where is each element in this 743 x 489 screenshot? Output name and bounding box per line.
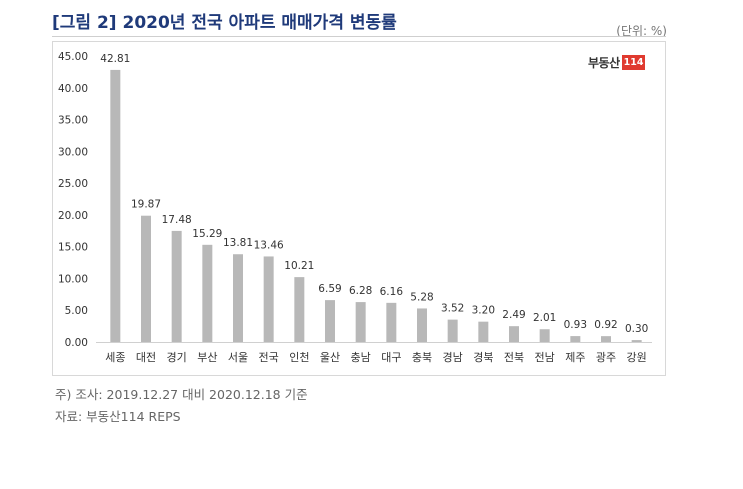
x-tick-label: 경기	[167, 351, 187, 364]
y-tick-label: 30.00	[58, 146, 88, 158]
data-label: 5.28	[410, 291, 433, 303]
data-label: 3.52	[441, 303, 464, 315]
data-label: 2.49	[502, 309, 525, 321]
data-label: 0.93	[564, 319, 587, 331]
x-tick-label: 광주	[596, 351, 616, 364]
data-label: 6.59	[318, 283, 341, 295]
bar-경남	[447, 319, 458, 342]
unit-label: (단위: %)	[616, 24, 667, 38]
y-tick-label: 10.00	[58, 273, 88, 285]
bar-경기	[171, 230, 182, 342]
brand-logo: 부동산 114	[588, 54, 646, 70]
footnote: 주) 조사: 2019.12.27 대비 2020.12.18 기준	[55, 387, 308, 402]
data-label: 42.81	[100, 53, 130, 65]
x-tick-label: 전북	[504, 351, 524, 364]
logo-name: 부동산	[588, 55, 620, 70]
bar-인천	[294, 277, 305, 342]
x-tick-label: 제주	[565, 351, 585, 364]
x-tick-label: 경남	[443, 351, 463, 364]
x-tick-label: 대구	[381, 351, 401, 364]
bar-부산	[202, 244, 213, 342]
data-label: 6.28	[349, 285, 372, 297]
data-label: 19.87	[131, 199, 161, 211]
bar-광주	[601, 336, 611, 342]
bar-울산	[325, 300, 335, 342]
y-tick-label: 25.00	[58, 178, 88, 190]
data-label: 3.20	[472, 305, 495, 317]
data-label: 0.92	[594, 319, 617, 331]
x-tick-label: 대전	[136, 351, 156, 364]
x-tick-label: 경북	[473, 351, 493, 364]
x-tick-label: 울산	[320, 351, 340, 364]
bar-전남	[539, 329, 550, 342]
logo-number: 114	[621, 54, 646, 70]
x-tick-label: 충남	[351, 351, 371, 364]
bar-대구	[386, 302, 397, 342]
x-tick-label: 부산	[197, 351, 217, 364]
bar-충남	[355, 302, 366, 342]
data-label: 13.46	[254, 239, 284, 251]
source-note: 자료: 부동산114 REPS	[55, 409, 181, 424]
x-tick-label: 강원	[627, 351, 647, 364]
bar-전국	[263, 256, 274, 342]
x-tick-label: 전국	[259, 351, 279, 364]
bar-제주	[570, 336, 581, 342]
title-divider	[52, 36, 666, 37]
data-label: 0.30	[625, 323, 648, 335]
y-tick-label: 35.00	[58, 115, 88, 127]
y-tick-label: 15.00	[58, 242, 88, 254]
bar-대전	[141, 215, 151, 342]
data-label: 6.16	[380, 286, 404, 298]
data-label: 17.48	[162, 214, 192, 226]
y-tick-label: 45.00	[58, 51, 88, 63]
data-label: 15.29	[192, 228, 222, 240]
bar-충북	[417, 308, 427, 342]
bar-경북	[478, 321, 489, 342]
data-label: 13.81	[223, 237, 253, 249]
x-tick-label: 전남	[535, 351, 555, 364]
x-tick-label: 서울	[228, 351, 248, 364]
y-tick-label: 20.00	[58, 210, 88, 222]
data-label: 2.01	[533, 312, 556, 324]
y-tick-label: 0.00	[65, 337, 88, 349]
x-tick-label: 세종	[105, 351, 125, 364]
bar-세종	[110, 69, 121, 342]
chart-title: [그림 2] 2020년 전국 아파트 매매가격 변동률	[52, 13, 397, 33]
data-label: 10.21	[284, 260, 314, 272]
x-tick-label: 인천	[289, 350, 309, 364]
bar-전북	[509, 326, 519, 342]
bar-강원	[631, 340, 642, 342]
bar-서울	[233, 254, 243, 342]
y-tick-label: 5.00	[65, 305, 88, 317]
y-tick-label: 40.00	[58, 83, 88, 95]
x-tick-label: 충북	[412, 351, 432, 364]
